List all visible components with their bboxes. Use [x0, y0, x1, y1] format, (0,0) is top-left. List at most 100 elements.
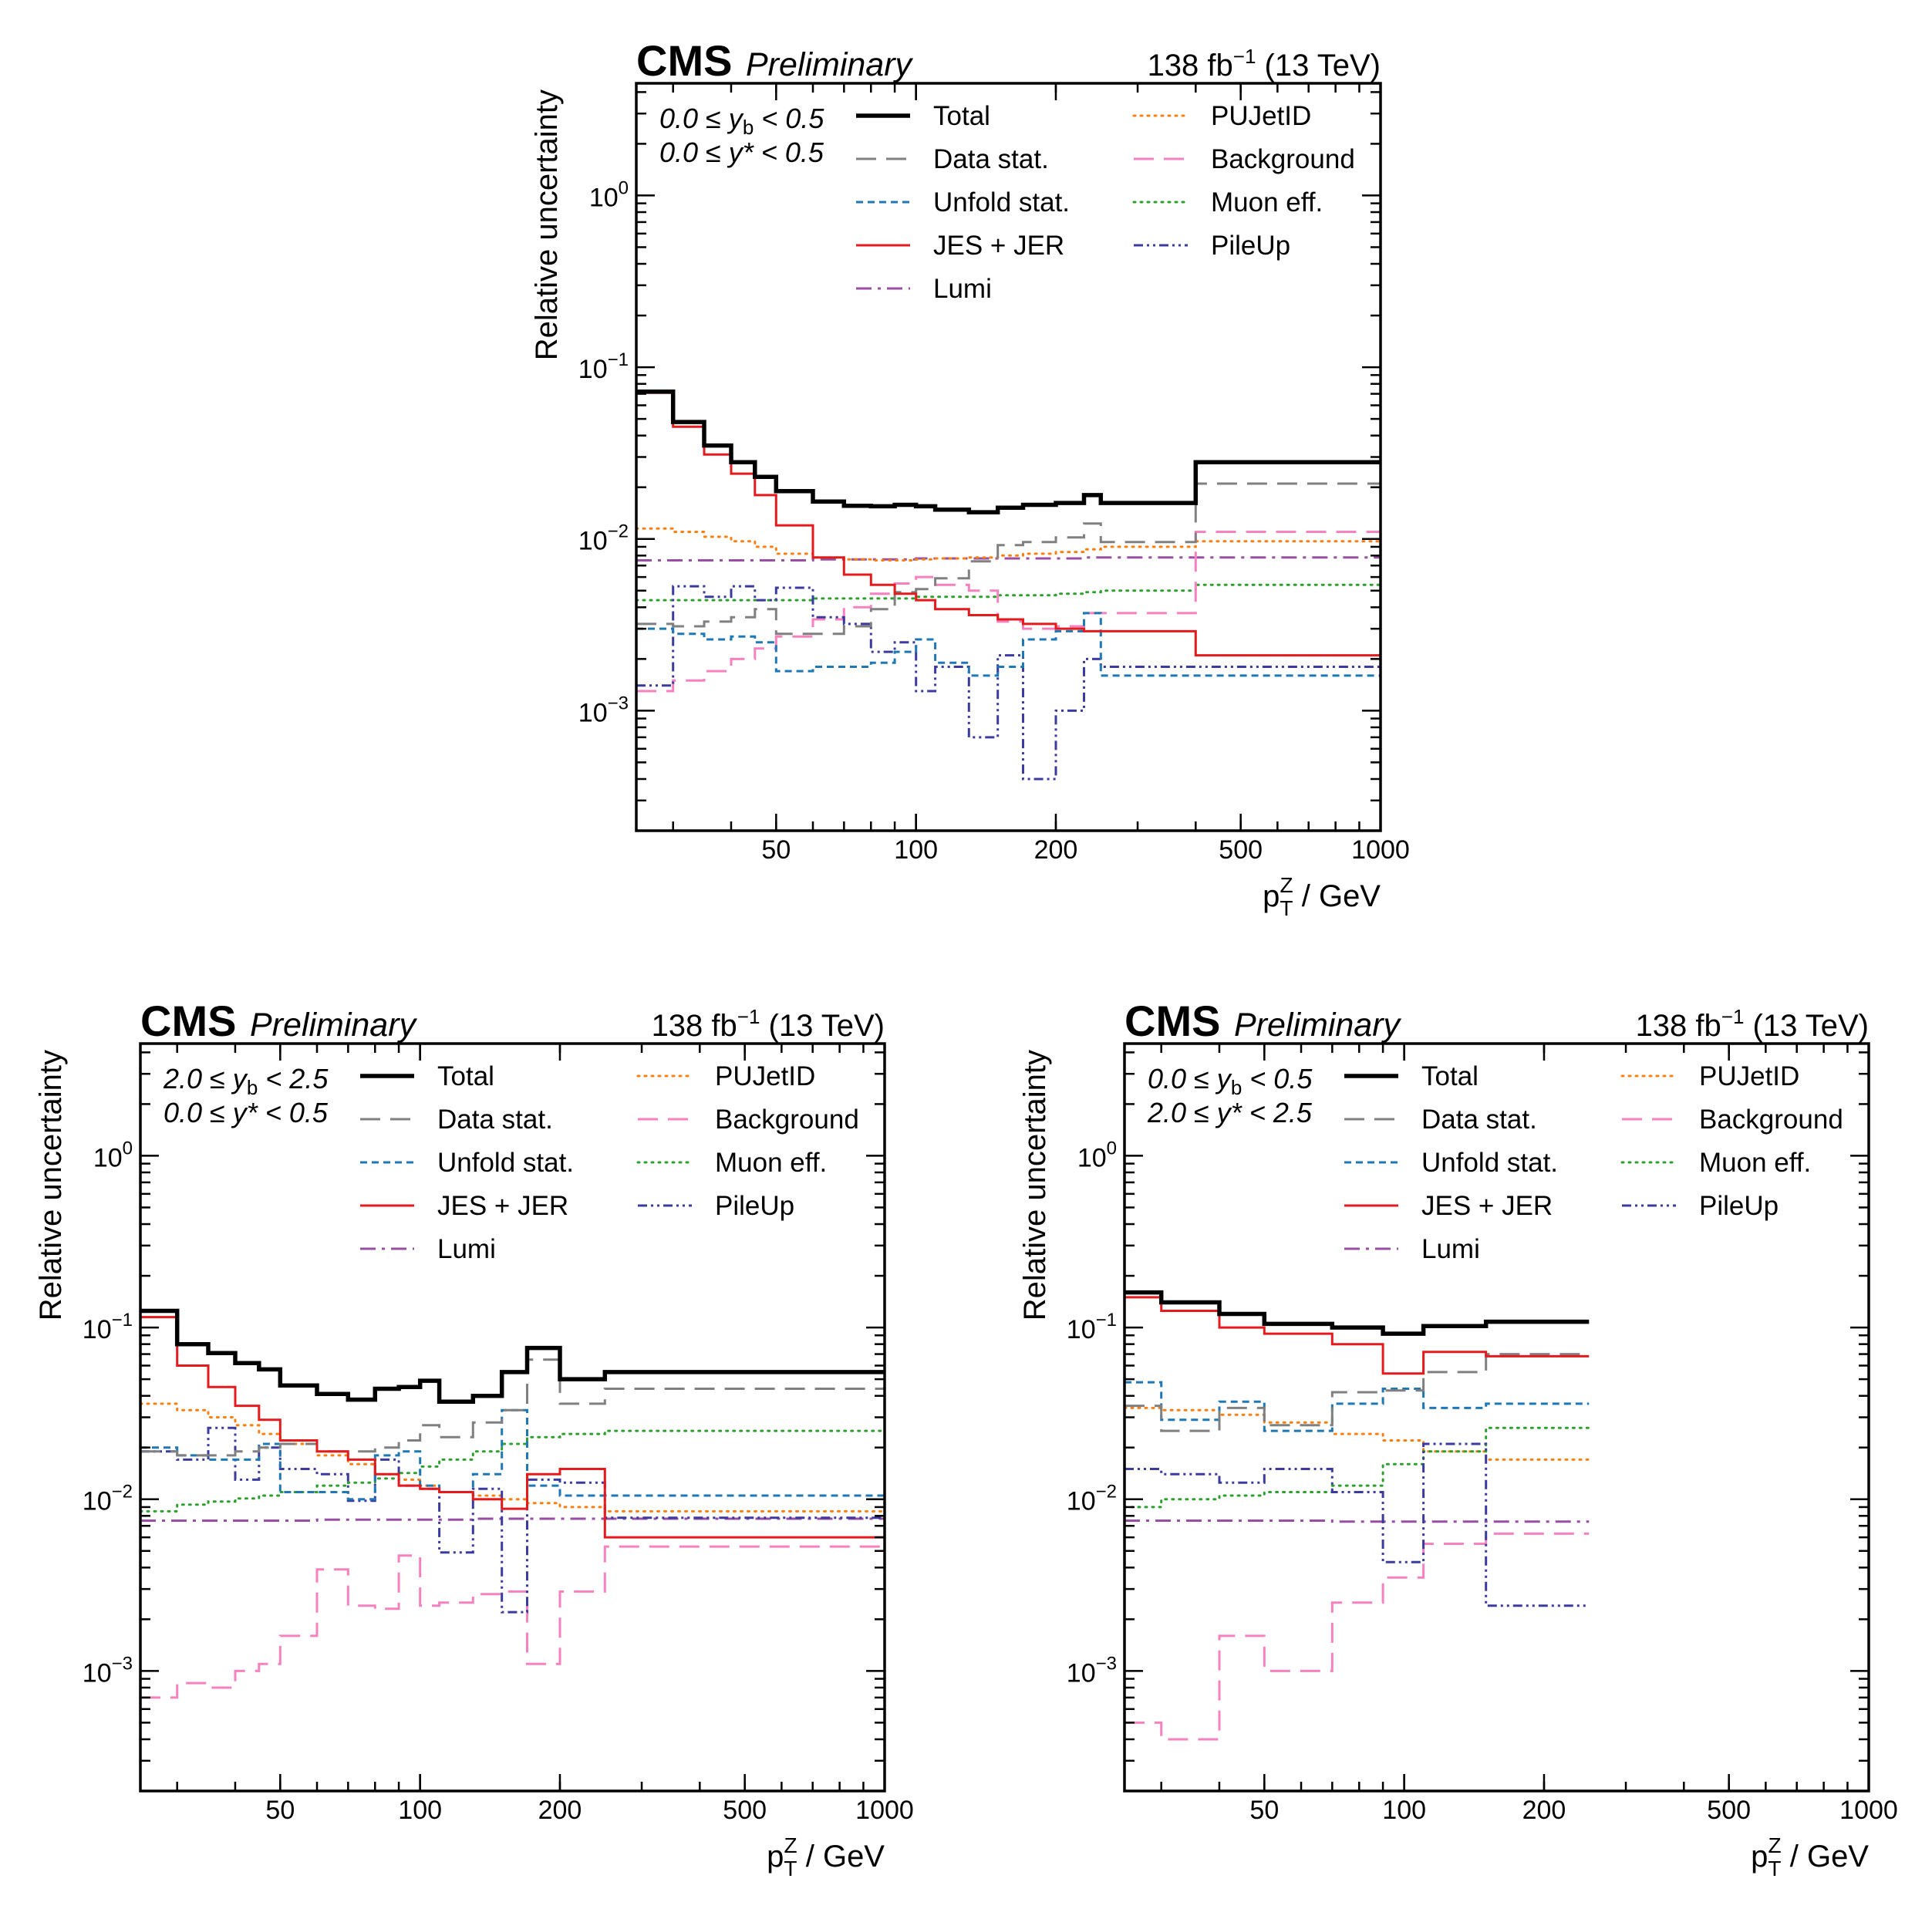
panel-3: CMS Preliminary 138 fb−1 (13 TeV)50 100 200 5… — [1018, 997, 1898, 1880]
x-tick-label: 500 — [723, 1796, 767, 1825]
series-data-stat — [636, 482, 1381, 636]
legend: Total Data stat. Unfold stat. JES + JER Lumi… — [1344, 1061, 1843, 1264]
x-axis-label: pTZ / GeV — [1751, 1833, 1869, 1880]
series-pileup — [140, 1426, 885, 1614]
legend-label: PileUp — [715, 1191, 794, 1221]
legend-label: Data stat. — [1421, 1105, 1537, 1135]
x-tick-label: 1000 — [1839, 1796, 1898, 1825]
x-axis: 50 100 200 500 1000 — [1160, 1044, 1898, 1825]
x-axis: 50 100 200 500 1000 — [176, 1044, 914, 1825]
series-data-stat — [1124, 1353, 1590, 1432]
legend-label: Muon eff. — [1699, 1148, 1811, 1178]
legend-label: PUJetID — [715, 1061, 815, 1091]
legend-label: PileUp — [1699, 1191, 1779, 1221]
x-tick-label: 100 — [1382, 1796, 1426, 1825]
series-pujetid — [140, 1402, 885, 1513]
legend-label: Unfold stat. — [1421, 1148, 1558, 1178]
legend-label: Data stat. — [933, 144, 1049, 174]
x-tick-label: 50 — [761, 835, 791, 865]
x-axis: 50 100 200 500 1000 — [672, 83, 1410, 865]
x-tick-label: 1000 — [855, 1796, 914, 1825]
legend-label: Unfold stat. — [933, 187, 1070, 218]
region-annotation: 2.0 ≤ yb < 2.50.0 ≤ y* < 0.5 — [163, 1063, 329, 1128]
region-annotation: 0.0 ≤ yb < 0.52.0 ≤ y* < 2.5 — [1147, 1063, 1313, 1128]
panel-1: CMS Preliminary 138 fb−1 (13 TeV)50 100 200 5… — [530, 36, 1410, 920]
annotation-line: 0.0 ≤ yb < 0.5 — [659, 103, 824, 139]
series-background — [1124, 1532, 1590, 1741]
series-jes-jer — [140, 1316, 885, 1539]
annotation-line: 0.0 ≤ y* < 0.5 — [659, 137, 824, 168]
y-axis: 100 10−1 10−2 10−3 — [83, 1051, 885, 1793]
series-total — [140, 1308, 885, 1404]
y-tick-label: 10−1 — [578, 349, 629, 384]
legend-label: JES + JER — [437, 1191, 568, 1221]
legend-label: Background — [1699, 1105, 1843, 1135]
legend-label: Lumi — [437, 1234, 496, 1264]
y-tick-label: 100 — [589, 177, 629, 212]
y-tick-label: 10−3 — [83, 1653, 133, 1688]
y-tick-label: 10−3 — [1067, 1653, 1117, 1688]
legend-label: Muon eff. — [715, 1148, 827, 1178]
legend-label: PUJetID — [1699, 1061, 1799, 1091]
legend-label: JES + JER — [1421, 1191, 1553, 1221]
y-tick-label: 10−2 — [578, 521, 629, 556]
y-axis-label: Relative uncertainty — [34, 1050, 68, 1320]
lumi-label: 138 fb−1 (13 TeV) — [652, 1005, 885, 1043]
legend-label: Lumi — [1421, 1234, 1480, 1264]
x-tick-label: 50 — [1249, 1796, 1279, 1825]
cms-label: CMS — [1124, 997, 1220, 1045]
series-jes-jer — [1124, 1296, 1590, 1375]
y-axis-label: Relative uncertainty — [530, 89, 564, 360]
legend-label: PUJetID — [1211, 101, 1311, 131]
series-lumi — [140, 1517, 885, 1522]
preliminary-label: Preliminary — [1234, 1007, 1402, 1044]
series-muon-eff — [1124, 1426, 1590, 1509]
y-tick-label: 10−1 — [1067, 1310, 1117, 1344]
lumi-label: 138 fb−1 (13 TeV) — [1148, 45, 1381, 83]
series-pujetid — [1124, 1406, 1590, 1461]
preliminary-label: Preliminary — [250, 1007, 418, 1044]
annotation-line: 2.0 ≤ y* < 2.5 — [1147, 1097, 1313, 1128]
legend: Total Data stat. Unfold stat. JES + JER Lumi… — [360, 1061, 859, 1264]
legend-label: PileUp — [1211, 231, 1290, 261]
legend-label: Background — [1211, 144, 1355, 174]
y-axis-label: Relative uncertainty — [1018, 1050, 1052, 1320]
series-pujetid — [636, 527, 1381, 562]
series-unfold-stat — [636, 612, 1381, 677]
series-background — [140, 1545, 885, 1699]
series-muon-eff — [140, 1429, 885, 1513]
x-tick-label: 500 — [1219, 835, 1263, 865]
region-annotation: 0.0 ≤ yb < 0.50.0 ≤ y* < 0.5 — [659, 103, 824, 168]
y-tick-label: 10−2 — [83, 1482, 133, 1516]
series-unfold-stat — [1124, 1381, 1590, 1432]
legend-label: JES + JER — [933, 231, 1064, 261]
series-pileup — [636, 585, 1381, 781]
series-unfold-stat — [140, 1408, 885, 1501]
x-tick-label: 200 — [1522, 1796, 1566, 1825]
y-tick-label: 100 — [93, 1138, 133, 1172]
x-axis-label: pTZ / GeV — [1263, 873, 1381, 920]
x-tick-label: 100 — [894, 835, 938, 865]
legend-label: Muon eff. — [1211, 187, 1323, 218]
series-group — [636, 390, 1381, 781]
preliminary-label: Preliminary — [746, 46, 914, 83]
legend-label: Background — [715, 1105, 859, 1135]
annotation-line: 2.0 ≤ yb < 2.5 — [163, 1063, 329, 1099]
series-total — [1124, 1290, 1590, 1336]
x-tick-label: 500 — [1707, 1796, 1751, 1825]
cms-label: CMS — [140, 997, 236, 1045]
y-tick-label: 10−2 — [1067, 1482, 1117, 1516]
series-lumi — [1124, 1519, 1590, 1523]
x-tick-label: 200 — [538, 1796, 582, 1825]
legend-label: Lumi — [933, 274, 992, 304]
y-axis: 100 10−1 10−2 10−3 — [578, 91, 1381, 832]
legend-label: Unfold stat. — [437, 1148, 574, 1178]
x-axis-label: pTZ / GeV — [767, 1833, 885, 1880]
series-lumi — [636, 556, 1381, 562]
y-tick-label: 10−1 — [83, 1310, 133, 1344]
y-tick-label: 100 — [1077, 1138, 1117, 1172]
x-tick-label: 50 — [265, 1796, 295, 1825]
x-tick-label: 1000 — [1351, 835, 1410, 865]
panel-2: CMS Preliminary 138 fb−1 (13 TeV) 50 100 200 5… — [34, 997, 914, 1880]
